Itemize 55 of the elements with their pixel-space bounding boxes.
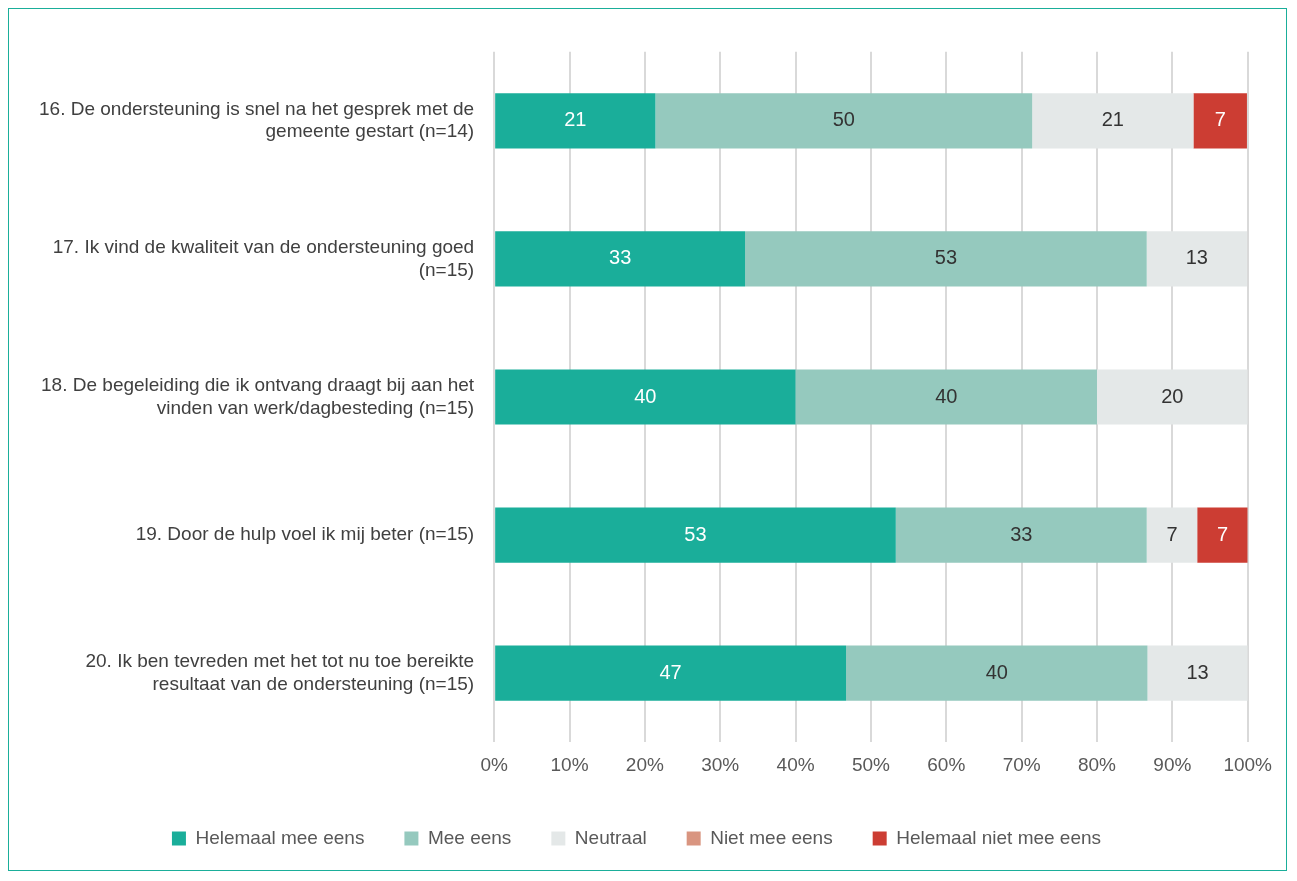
x-tick-label: 0%	[480, 753, 508, 775]
y-tick-label: 17. Ik vind de kwaliteit van de ondersteuning goed (n=15)	[52, 235, 475, 280]
x-tick-label: 50%	[851, 753, 891, 775]
data-label: 7	[1166, 522, 1178, 545]
data-label: 13	[1185, 246, 1208, 269]
data-label: 47	[659, 660, 682, 683]
data-label: 40	[634, 384, 657, 407]
data-label: 21	[1101, 108, 1124, 131]
data-label: 40	[985, 660, 1008, 683]
bar	[1096, 369, 1248, 425]
bar	[1197, 507, 1248, 563]
legend-label: Mee eens	[427, 826, 512, 848]
bar	[495, 369, 796, 425]
legend-label: Helemaal niet mee eens	[896, 826, 1102, 848]
x-tick-label: 10%	[550, 753, 589, 775]
legend-label: Helemaal mee eens	[195, 826, 365, 848]
x-tick-label: 90%	[1153, 753, 1192, 775]
data-label: 21	[564, 108, 587, 131]
x-tick-label: 60%	[927, 753, 966, 775]
data-label: 33	[609, 246, 632, 269]
legend-label: Niet mee eens	[710, 826, 833, 848]
x-tick-label: 20%	[625, 753, 664, 775]
data-label: 50	[832, 108, 855, 131]
y-tick-label: 16. De ondersteuning is snel na het gesprek met de gemeente gestart (n=14)	[38, 97, 475, 142]
data-label: 53	[684, 522, 707, 545]
y-tick-label: 18. De begeleiding die ik ontvang draagt bij aan het vinden van werk/dagbesteding (n=15)	[41, 373, 475, 418]
legend-label: Neutraal	[574, 826, 647, 848]
y-tick-label: 20. Ik ben tevreden met het tot nu toe bereikte resultaat van de ondersteuning (n=15)	[85, 649, 475, 694]
bar	[1146, 231, 1247, 287]
bar	[1147, 645, 1248, 701]
bar	[895, 507, 1147, 563]
data-label: 7	[1216, 522, 1229, 545]
bar	[846, 645, 1148, 701]
bar	[1193, 93, 1247, 149]
bar	[1146, 507, 1198, 563]
bar	[495, 231, 746, 287]
data-label: 53	[934, 246, 958, 269]
data-label: 33	[1010, 522, 1033, 545]
y-tick-label: 19. Door de hulp voel ik mij beter (n=15)	[135, 523, 475, 545]
data-label: 13	[1186, 660, 1209, 683]
data-label: 40	[935, 384, 958, 407]
bar	[745, 231, 1147, 287]
bar	[495, 507, 896, 563]
data-label: 7	[1214, 108, 1226, 131]
bar	[495, 93, 656, 149]
x-tick-label: 70%	[1002, 753, 1041, 775]
bar	[655, 93, 1033, 149]
x-tick-label: 100%	[1223, 753, 1273, 775]
bar	[495, 645, 847, 701]
data-label: 20	[1161, 384, 1184, 407]
x-tick-label: 40%	[776, 753, 815, 775]
x-tick-label: 80%	[1077, 753, 1117, 775]
x-tick-label: 30%	[701, 753, 740, 775]
bar	[795, 369, 1097, 425]
bar	[1032, 93, 1194, 149]
